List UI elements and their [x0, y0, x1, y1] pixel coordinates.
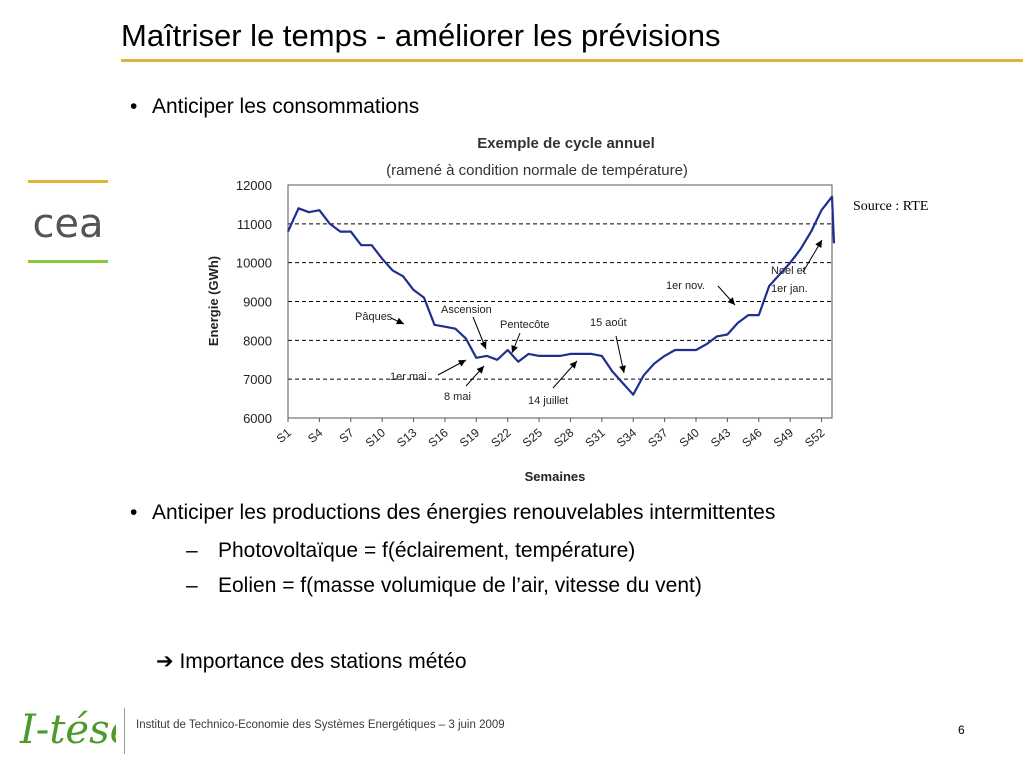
annotation-arrowhead: [458, 360, 466, 367]
itese-logo-text: I-tésé: [19, 707, 116, 753]
annotation-label: Noel et: [771, 265, 806, 277]
cea-logo-bottom-bar: [28, 260, 108, 263]
y-tick-label: 9000: [243, 295, 272, 310]
annotation-label: Pâques: [355, 311, 393, 323]
y-tick-label: 12000: [236, 178, 272, 193]
x-tick-label: S10: [363, 425, 389, 450]
sub-bullet-dash: –: [186, 539, 198, 562]
chart-title: Exemple de cycle annuel: [477, 135, 655, 152]
annotation-arrowhead: [569, 361, 577, 369]
x-tick-label: S40: [677, 425, 703, 450]
annotation-label: 14 juillet: [528, 395, 568, 407]
annotation-arrowhead: [619, 365, 626, 373]
x-tick-label: S19: [457, 425, 483, 450]
chart-subtitle: (ramené à condition normale de températu…: [386, 162, 688, 179]
series-line: [286, 195, 836, 396]
footer-text: Institut de Technico-Economie des Systèm…: [136, 719, 505, 731]
annotation-label: 15 août: [590, 317, 627, 329]
annotation-arrowhead: [511, 345, 518, 353]
x-tick-label: S4: [305, 425, 325, 445]
y-tick-label: 8000: [243, 333, 272, 348]
annotation-label: 8 mai: [444, 391, 471, 403]
y-tick-label: 7000: [243, 372, 272, 387]
page-number: 6: [958, 723, 965, 737]
x-axis-label: Semaines: [525, 469, 586, 484]
x-tick-label: S34: [614, 425, 640, 450]
sub-bullet-eolien: – Eolien = f(masse volumique de l’air, vi…: [186, 574, 702, 598]
x-tick-label: S1: [274, 425, 294, 445]
title-underline: [121, 59, 1023, 62]
x-tick-label: S22: [488, 425, 514, 450]
y-tick-label: 11000: [237, 217, 272, 232]
x-tick-label: S52: [802, 425, 828, 450]
annotation-arrowhead: [727, 297, 735, 305]
cea-logo-icon: cea: [28, 180, 108, 263]
x-tick-label: S25: [520, 425, 546, 450]
sub-bullet-dash: –: [186, 574, 198, 597]
x-tick-label: S28: [551, 425, 577, 450]
y-tick-label: 10000: [236, 256, 272, 271]
footer-divider: [124, 708, 125, 754]
annotation-arrowhead: [480, 341, 487, 349]
annotation-label: Ascension: [441, 304, 492, 316]
right-arrow-icon: ➔: [156, 650, 174, 673]
x-tick-label: S37: [645, 425, 671, 450]
bullet-text: Anticiper les consommations: [152, 95, 420, 118]
x-tick-label: S16: [425, 425, 451, 450]
bullet-dot: •: [130, 95, 138, 118]
conclusion-text: Importance des stations météo: [179, 650, 467, 673]
conclusion-line: ➔ Importance des stations météo: [156, 649, 467, 674]
annotation-label: 1er mai: [390, 371, 427, 383]
annotation-arrowhead: [476, 366, 484, 374]
annotation-arrowhead: [396, 317, 404, 325]
cea-logo-top-bar: [28, 180, 108, 183]
annotation-label: 1er jan.: [771, 283, 808, 295]
sub-bullet-text: Photovoltaïque = f(éclairement, températ…: [218, 539, 636, 562]
x-tick-label: S49: [771, 425, 797, 450]
bullet-consommations: • Anticiper les consommations: [130, 95, 419, 119]
x-tick-label: S31: [582, 425, 608, 450]
sub-bullet-text: Eolien = f(masse volumique de l’air, vit…: [218, 574, 702, 597]
itese-logo-icon: I-tésé: [19, 707, 116, 753]
source-label: Source : RTE: [853, 199, 929, 214]
plot-frame: [287, 184, 833, 419]
bullet-dot: •: [130, 501, 138, 524]
x-tick-label: S7: [336, 425, 356, 445]
cea-logo-text: cea: [32, 201, 103, 247]
y-tick-label: 6000: [243, 411, 272, 426]
annotation-label: 1er nov.: [666, 280, 705, 292]
annual-cycle-chart: Exemple de cycle annuel (ramené à conditi…: [206, 135, 836, 484]
annotation-label: Pentecôte: [500, 319, 550, 331]
bullet-text: Anticiper les productions des énergies r…: [152, 501, 776, 524]
slide-title: Maîtriser le temps - améliorer les prévi…: [121, 18, 721, 53]
y-axis-label: Energie (GWh): [206, 256, 221, 346]
sub-bullet-photovoltaique: – Photovoltaïque = f(éclairement, tempéra…: [186, 539, 635, 563]
x-tick-label: S13: [394, 425, 420, 450]
x-tick-label: S46: [739, 425, 765, 450]
x-tick-label: S43: [708, 425, 734, 450]
annotation-arrowhead: [815, 240, 822, 248]
bullet-productions: • Anticiper les productions des énergies …: [130, 501, 775, 525]
